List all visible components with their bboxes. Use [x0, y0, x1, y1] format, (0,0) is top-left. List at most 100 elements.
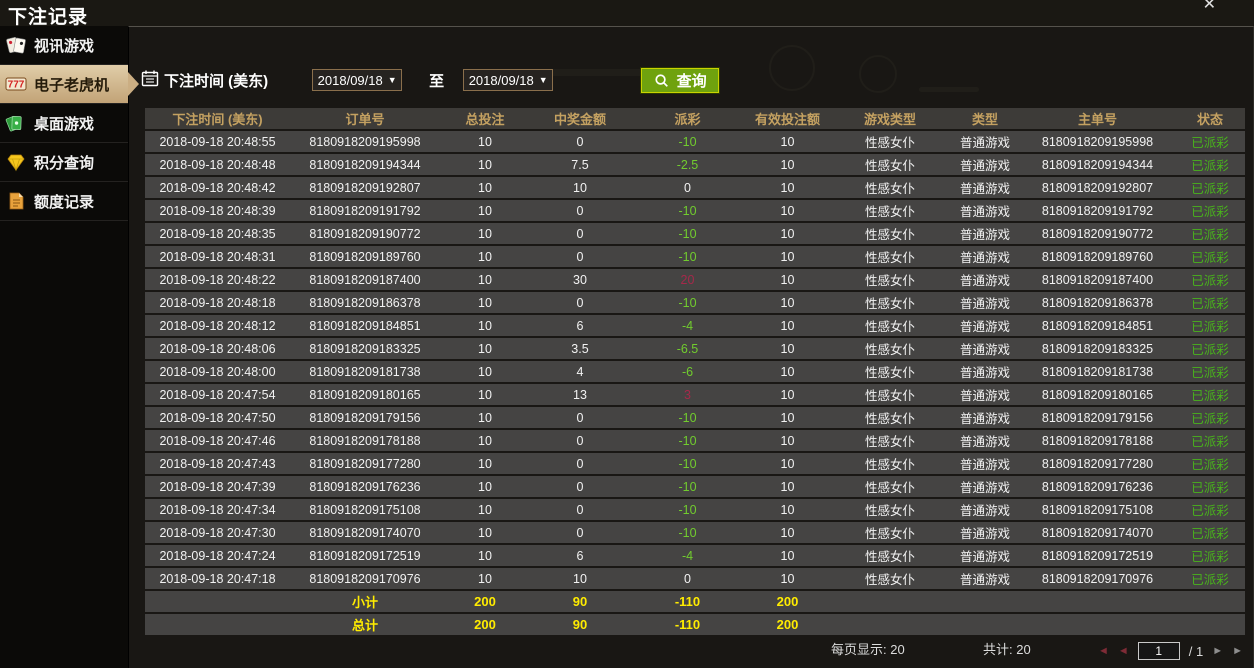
cell-total-bet: 10 — [440, 384, 530, 405]
cell-payout: 3 — [630, 384, 745, 405]
sidebar-item-quota-records[interactable]: 额度记录 — [0, 182, 128, 221]
cell-valid-bet: 10 — [745, 430, 830, 451]
cell-valid-bet: 10 — [745, 131, 830, 152]
table-row: 2018-09-18 20:48:31 8180918209189760 10 … — [145, 246, 1245, 267]
cell-payout: -10 — [630, 453, 745, 474]
grand-total-valid: 200 — [745, 614, 830, 635]
close-icon[interactable]: ✕ — [1202, 0, 1216, 13]
cell-bet-time: 2018-09-18 20:47:50 — [145, 407, 290, 428]
cell-order-number: 8180918209187400 — [290, 269, 440, 290]
diamond-icon — [5, 151, 27, 173]
cell-master-order: 8180918209184851 — [1020, 315, 1175, 336]
subtotal-payout: -110 — [630, 591, 745, 612]
cell-type: 普通游戏 — [950, 177, 1020, 198]
cell-type: 普通游戏 — [950, 154, 1020, 175]
cell-win-amount: 6 — [530, 545, 630, 566]
cell-bet-time: 2018-09-18 20:47:18 — [145, 568, 290, 589]
cell-type: 普通游戏 — [950, 499, 1020, 520]
grand-total-payout: -110 — [630, 614, 745, 635]
cell-bet-time: 2018-09-18 20:47:54 — [145, 384, 290, 405]
sidebar-item-table-games[interactable]: 桌面游戏 — [0, 104, 128, 143]
cell-valid-bet: 10 — [745, 499, 830, 520]
table-row: 2018-09-18 20:48:00 8180918209181738 10 … — [145, 361, 1245, 382]
table-row: 2018-09-18 20:48:12 8180918209184851 10 … — [145, 315, 1245, 336]
watermark-bar — [919, 87, 979, 92]
cell-master-order: 8180918209192807 — [1020, 177, 1175, 198]
sidebar-item-points-inquiry[interactable]: 积分查询 — [0, 143, 128, 182]
cell-bet-time: 2018-09-18 20:47:39 — [145, 476, 290, 497]
next-page-icon[interactable]: ► — [1212, 645, 1224, 657]
cell-bet-time: 2018-09-18 20:47:30 — [145, 522, 290, 543]
cell-master-order: 8180918209175108 — [1020, 499, 1175, 520]
cell-type: 普通游戏 — [950, 200, 1020, 221]
date-to-select[interactable]: 2018/09/18 ▼ — [463, 69, 554, 91]
date-from-select[interactable]: 2018/09/18 ▼ — [312, 69, 403, 91]
cell-master-order: 8180918209180165 — [1020, 384, 1175, 405]
cell-game-type: 性感女仆 — [830, 200, 950, 221]
cell-bet-time: 2018-09-18 20:47:46 — [145, 430, 290, 451]
cell-bet-time: 2018-09-18 20:48:42 — [145, 177, 290, 198]
cell-win-amount: 0 — [530, 292, 630, 313]
cell-bet-time: 2018-09-18 20:48:55 — [145, 131, 290, 152]
filter-bar: 下注时间 (美东) 2018/09/18 ▼ 至 2018/09/18 ▼ 查询 — [141, 66, 721, 94]
table-row: 2018-09-18 20:48:39 8180918209191792 10 … — [145, 200, 1245, 221]
cell-status: 已派彩 — [1175, 545, 1245, 566]
cell-game-type: 性感女仆 — [830, 545, 950, 566]
cell-win-amount: 0 — [530, 223, 630, 244]
cell-status: 已派彩 — [1175, 499, 1245, 520]
cell-valid-bet: 10 — [745, 384, 830, 405]
cell-win-amount: 0 — [530, 499, 630, 520]
query-button[interactable]: 查询 — [640, 66, 721, 94]
cell-game-type: 性感女仆 — [830, 154, 950, 175]
cell-game-type: 性感女仆 — [830, 384, 950, 405]
cell-order-number: 8180918209192807 — [290, 177, 440, 198]
table-row: 2018-09-18 20:47:18 8180918209170976 10 … — [145, 568, 1245, 589]
cell-master-order: 8180918209179156 — [1020, 407, 1175, 428]
subtotal-win: 90 — [530, 591, 630, 612]
cell-payout: -10 — [630, 131, 745, 152]
col-game-type: 游戏类型 — [830, 108, 950, 129]
sidebar-item-video-games[interactable]: 视讯游戏 — [0, 26, 128, 65]
cell-game-type: 性感女仆 — [830, 568, 950, 589]
prev-page-icon[interactable]: ◄ — [1117, 645, 1129, 657]
table-row: 2018-09-18 20:48:18 8180918209186378 10 … — [145, 292, 1245, 313]
table-row: 2018-09-18 20:47:39 8180918209176236 10 … — [145, 476, 1245, 497]
watermark-circle — [859, 55, 897, 93]
cell-status: 已派彩 — [1175, 269, 1245, 290]
cell-master-order: 8180918209178188 — [1020, 430, 1175, 451]
cell-game-type: 性感女仆 — [830, 407, 950, 428]
sidebar-item-slot-machines[interactable]: 777 电子老虎机 — [0, 65, 139, 104]
cell-total-bet: 10 — [440, 177, 530, 198]
cell-valid-bet: 10 — [745, 246, 830, 267]
table-row: 2018-09-18 20:47:46 8180918209178188 10 … — [145, 430, 1245, 451]
cell-total-bet: 10 — [440, 246, 530, 267]
cell-game-type: 性感女仆 — [830, 292, 950, 313]
page-number-input[interactable]: 1 — [1137, 642, 1180, 660]
cell-order-number: 8180918209170976 — [290, 568, 440, 589]
table-row: 2018-09-18 20:48:35 8180918209190772 10 … — [145, 223, 1245, 244]
sidebar-item-label: 视讯游戏 — [34, 37, 95, 55]
cell-status: 已派彩 — [1175, 338, 1245, 359]
cell-payout: -10 — [630, 522, 745, 543]
cell-bet-time: 2018-09-18 20:48:18 — [145, 292, 290, 313]
cell-bet-time: 2018-09-18 20:47:24 — [145, 545, 290, 566]
last-page-icon[interactable]: ► — [1232, 645, 1243, 657]
search-icon — [654, 73, 669, 88]
watermark-circle — [769, 45, 815, 91]
cell-payout: -10 — [630, 499, 745, 520]
cell-valid-bet: 10 — [745, 568, 830, 589]
cell-status: 已派彩 — [1175, 131, 1245, 152]
records-table: 下注时间 (美东) 订单号 总投注 中奖金额 派彩 有效投注额 游戏类型 类型 … — [145, 106, 1245, 637]
cell-total-bet: 10 — [440, 131, 530, 152]
sidebar-item-label: 额度记录 — [34, 193, 95, 211]
first-page-icon[interactable]: ◄ — [1097, 645, 1109, 657]
cell-type: 普通游戏 — [950, 522, 1020, 543]
cell-payout: -2.5 — [630, 154, 745, 175]
cell-order-number: 8180918209189760 — [290, 246, 440, 267]
cell-master-order: 8180918209176236 — [1020, 476, 1175, 497]
cell-master-order: 8180918209194344 — [1020, 154, 1175, 175]
cell-payout: -6 — [630, 361, 745, 382]
date-to-value: 2018/09/18 — [468, 72, 534, 88]
col-type: 类型 — [950, 108, 1020, 129]
